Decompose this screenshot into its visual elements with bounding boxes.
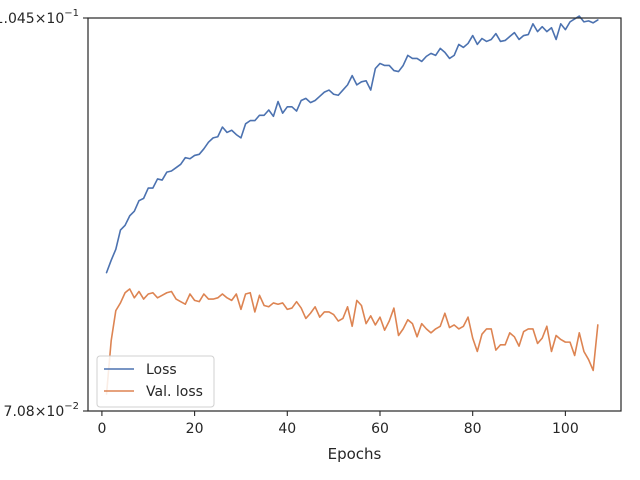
y-tick-label: 1.045×10−1 <box>0 8 79 27</box>
series-layer <box>105 15 599 395</box>
legend: Loss Val. loss <box>96 355 215 408</box>
series-line-1 <box>105 288 599 395</box>
legend-label-loss: Loss <box>146 362 177 378</box>
y-tick-label: 7.08×10−2 <box>4 401 79 420</box>
y-axis: 7.08×10−2 1.045×10−1 <box>0 8 88 420</box>
x-tick-label: 100 <box>552 421 579 437</box>
x-axis-label: Epochs <box>328 445 382 463</box>
series-line-0 <box>105 15 599 274</box>
x-tick-label: 60 <box>371 421 389 437</box>
x-tick-label: 20 <box>186 421 204 437</box>
x-tick-label: 80 <box>464 421 482 437</box>
x-tick-label: 0 <box>97 421 106 437</box>
x-tick-label: 40 <box>278 421 296 437</box>
x-axis: 0 20 40 60 80 100 <box>97 411 579 437</box>
legend-label-val-loss: Val. loss <box>146 384 203 400</box>
plot-frame <box>87 17 622 412</box>
